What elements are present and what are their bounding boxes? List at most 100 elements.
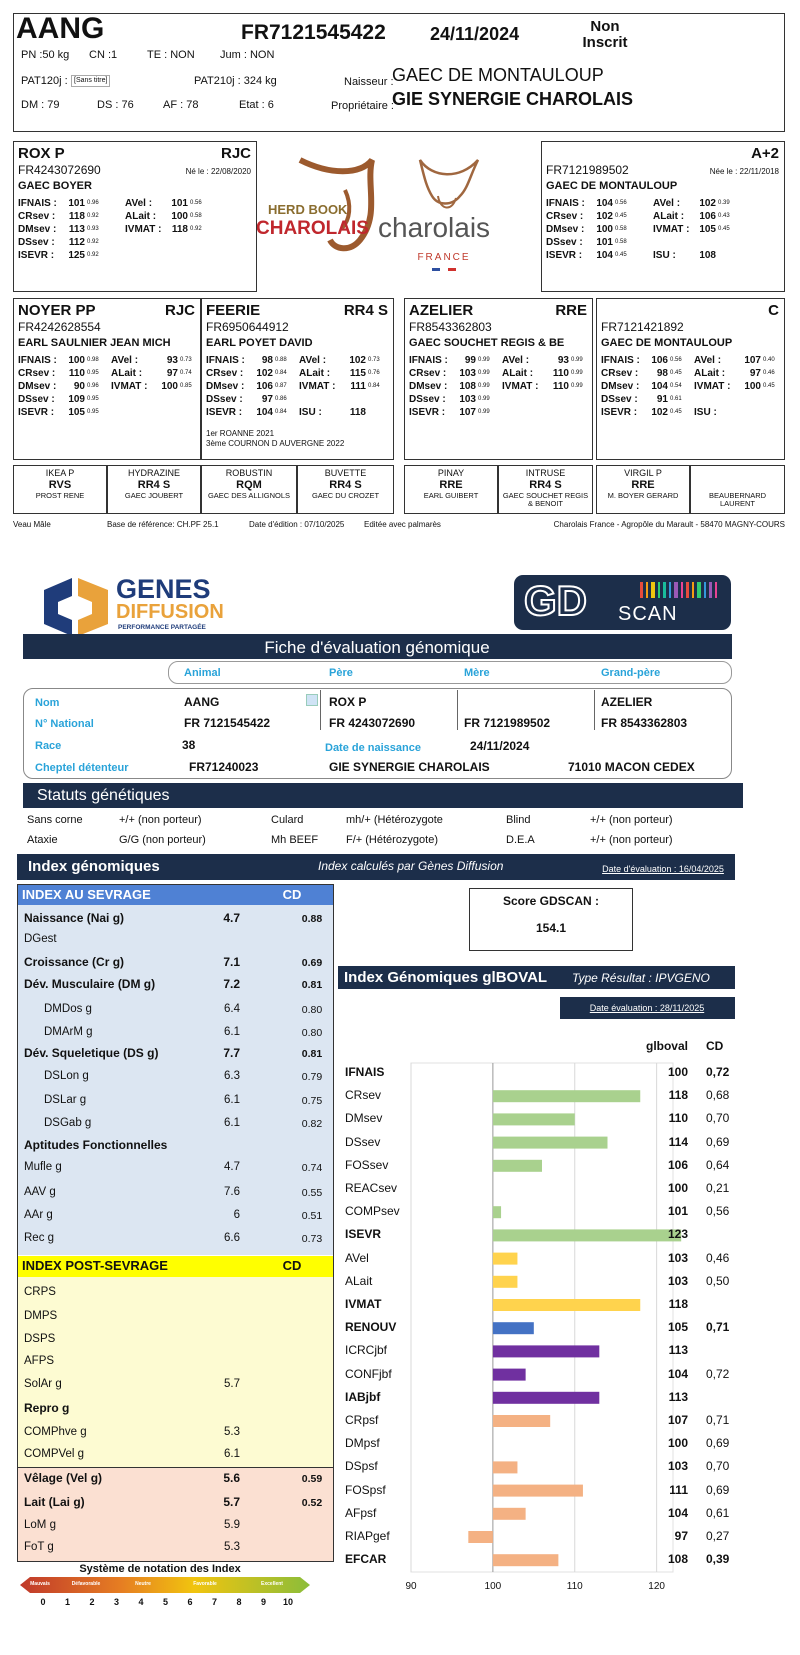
status-label: Mh BEEF xyxy=(271,834,319,846)
index-cd: 0.56 xyxy=(190,200,202,206)
field: TE : NON xyxy=(147,49,195,61)
index-cd: 0.73 xyxy=(368,357,380,363)
subtitle: Index calculés par Gènes Diffusion xyxy=(318,859,504,873)
index-cd: 0.46 xyxy=(763,370,775,376)
parent-code: RJC xyxy=(220,145,251,162)
bar xyxy=(492,1136,608,1149)
index-cd: 0.73 xyxy=(180,357,192,363)
index-label: DSsev : xyxy=(546,237,583,248)
cd-label: 0,69 xyxy=(706,1436,730,1451)
scale-tick: 7 xyxy=(211,1597,218,1607)
ancestor-name: PINAY xyxy=(437,468,465,478)
index-value: 110 xyxy=(552,381,569,392)
bar xyxy=(492,1322,534,1335)
status-label: Sans corne xyxy=(27,814,83,826)
index-cd: 0.45 xyxy=(670,370,682,376)
column-header: Animal xyxy=(184,667,221,679)
cd-label: 0,56 xyxy=(706,1204,730,1219)
cd-label: 0,21 xyxy=(706,1181,730,1195)
index-value: 5.9 xyxy=(224,1519,240,1531)
table-header xyxy=(17,885,334,905)
field-value: 71010 MACON CEDEX xyxy=(568,760,695,774)
breeder: GAEC DE MONTAULOUP xyxy=(392,65,604,85)
scale-arrow xyxy=(20,1577,310,1593)
index-label: DSsev : xyxy=(206,394,243,405)
index-cd: 0.74 xyxy=(301,1162,323,1174)
cd-label: 0,68 xyxy=(706,1088,730,1103)
index-label: ALait : xyxy=(653,211,685,222)
field-value: FR 4243072690 xyxy=(329,716,416,730)
index-value: 105 xyxy=(699,224,716,235)
index-label: CRPS xyxy=(24,1286,56,1298)
index-value: 107 xyxy=(744,355,761,366)
index-value: 5.7 xyxy=(223,1495,240,1509)
status: Inscrit xyxy=(582,34,628,51)
separator xyxy=(457,690,458,730)
bar xyxy=(492,1345,600,1358)
birth-date: 24/11/2024 xyxy=(430,24,520,44)
index-label: IVMAT : xyxy=(502,381,539,392)
index-cd: 0.58 xyxy=(615,226,627,232)
cd-label: 0,46 xyxy=(706,1250,730,1265)
index-cd: 0.81 xyxy=(301,1048,323,1060)
footer-text: Editée avec palmarès xyxy=(364,520,441,529)
cd-label: 0,50 xyxy=(706,1273,730,1288)
category-label: CRsev xyxy=(345,1088,382,1103)
ancestor-code: RR4 S xyxy=(329,479,362,491)
index-value: 100 xyxy=(744,381,761,392)
scale-tick: 0 xyxy=(40,1597,46,1607)
index-cd: 0.96 xyxy=(87,383,99,389)
status-label: Culard xyxy=(271,814,304,826)
cd-label: 0,69 xyxy=(706,1134,730,1149)
index-label: IVMAT : xyxy=(694,381,731,392)
bar xyxy=(492,1368,526,1381)
cd-label: 0,70 xyxy=(706,1459,730,1474)
column-header: CD xyxy=(706,1039,724,1053)
index-value: 109 xyxy=(68,394,85,405)
value-label: 110 xyxy=(668,1111,688,1126)
index-value: 5.7 xyxy=(224,1378,240,1390)
index-value: 104 xyxy=(651,381,668,392)
footer-text: Base de référence: CH.PF 25.1 xyxy=(107,520,219,529)
index-label: DSsev : xyxy=(409,394,446,405)
index-value: 104 xyxy=(256,407,273,418)
eval-date: Date d'évaluation : 16/04/2025 xyxy=(602,864,724,874)
parent-code: C xyxy=(768,302,779,319)
scale-level: Défavorable xyxy=(71,1581,101,1587)
index-label: Rec g xyxy=(24,1232,55,1244)
scale-tick: 2 xyxy=(89,1597,95,1607)
index-label: COMPhve g xyxy=(24,1426,87,1438)
index-value: 97 xyxy=(749,368,761,379)
separator xyxy=(320,690,321,730)
bar xyxy=(492,1391,600,1404)
table-body xyxy=(17,1467,334,1562)
scale-level: Favorable xyxy=(193,1581,217,1587)
index-value: 7.7 xyxy=(223,1046,240,1060)
score-box xyxy=(469,888,633,951)
bar xyxy=(492,1554,559,1567)
index-cd: 0.99 xyxy=(571,383,583,389)
parent-name: NOYER PP xyxy=(18,302,96,319)
status-label: Ataxie xyxy=(27,834,58,846)
index-label: AFPS xyxy=(24,1355,55,1367)
index-value: 98 xyxy=(656,368,668,379)
index-value: 7.1 xyxy=(223,955,240,969)
index-cd: 0.99 xyxy=(571,370,583,376)
value-label: 114 xyxy=(668,1134,688,1149)
value-label: 103 xyxy=(667,1250,688,1265)
index-label: Lait (Lai g) xyxy=(24,1495,85,1509)
value-label: 113 xyxy=(668,1389,688,1404)
index-label: DSsev : xyxy=(18,237,55,248)
category-label: EFCAR xyxy=(345,1552,387,1567)
ancestor-breeder: GAEC DES ALLIGNOLS xyxy=(207,491,291,500)
index-cd: 0.45 xyxy=(615,213,627,219)
index-label: Naissance (Nai g) xyxy=(24,911,125,925)
category-label: DSpsf xyxy=(345,1459,378,1474)
parent-id: FR7121989502 xyxy=(546,163,629,177)
index-label: AAr g xyxy=(24,1209,53,1221)
index-label: ISEVR : xyxy=(601,407,638,418)
logo-text: FRANCE xyxy=(417,252,471,263)
index-cd: 0.87 xyxy=(275,383,287,389)
scale-level: Mauvais xyxy=(30,1581,50,1587)
index-cd: 0.84 xyxy=(275,409,287,415)
